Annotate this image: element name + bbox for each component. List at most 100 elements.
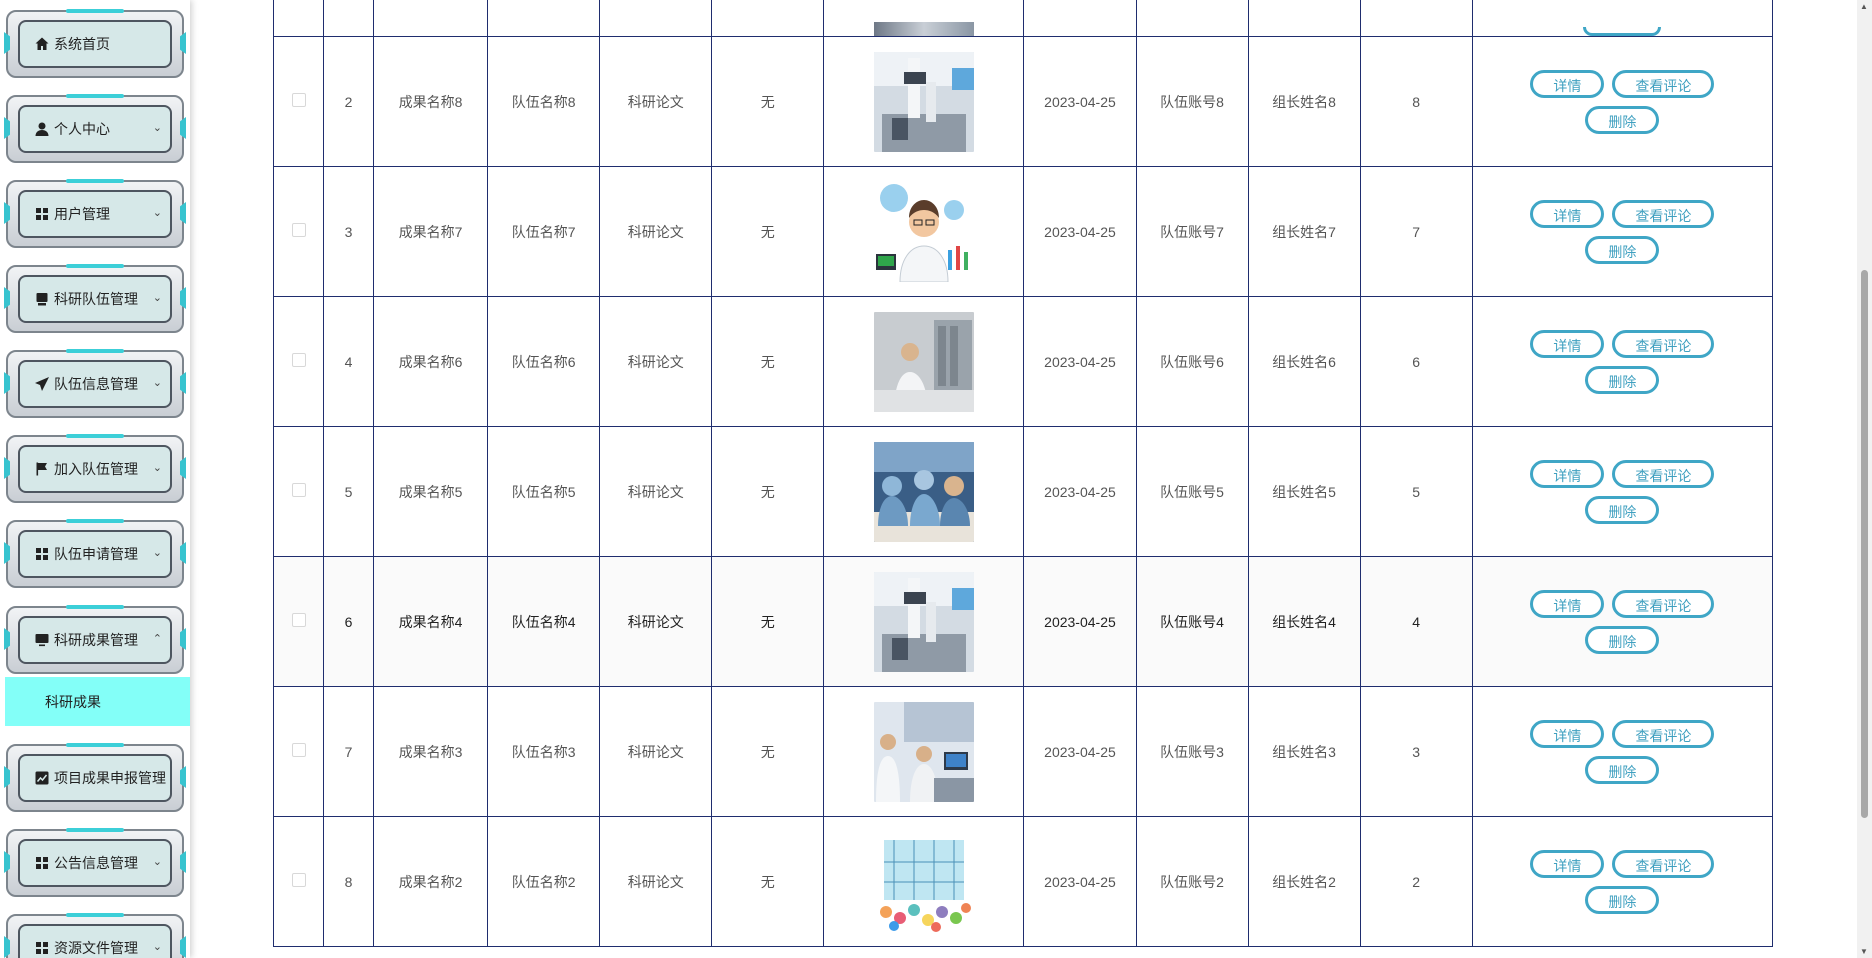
detail-button[interactable]: 详情 (1530, 589, 1605, 618)
menu-cap-left (4, 936, 10, 958)
cell-actions: 详情 查看评论 删除 (1471, 296, 1774, 427)
chevron-down-icon: ⌄ (152, 377, 162, 390)
chevron-down-icon: ⌄ (152, 547, 162, 560)
cell-count: 3 (1359, 686, 1473, 817)
scrollbar-thumb[interactable] (1861, 270, 1868, 818)
menu-item-resource-file-management[interactable]: 资源文件管理 ⌄ (4, 913, 186, 958)
cell-extra: 无 (711, 816, 825, 947)
sidebar: 系统首页 个人中心 ⌄ 用户管理 ⌄ 科研队伍管理 ⌄ (0, 0, 190, 958)
delete-button[interactable]: 删除 (1585, 885, 1660, 914)
row-checkbox[interactable] (291, 613, 306, 627)
view-comments-button[interactable]: 查看评论 (1612, 69, 1715, 98)
menu-cap-left (4, 851, 10, 873)
delete-button[interactable]: 删除 (1585, 235, 1660, 264)
detail-button[interactable]: 详情 (1530, 329, 1605, 358)
delete-button-partial[interactable] (1583, 27, 1662, 36)
menu-item-personal-center[interactable]: 个人中心 ⌄ (4, 94, 186, 163)
row-checkbox[interactable] (291, 223, 306, 237)
cell-actions: 详情 查看评论 删除 (1471, 36, 1774, 167)
view-comments-button[interactable]: 查看评论 (1612, 589, 1715, 618)
delete-button[interactable]: 删除 (1585, 105, 1660, 134)
scroll-up-arrow-icon[interactable]: ▲ (1860, 2, 1868, 11)
view-comments-button[interactable]: 查看评论 (1612, 329, 1715, 358)
delete-button[interactable]: 删除 (1585, 495, 1660, 524)
menu-item-join-team-management[interactable]: 加入队伍管理 ⌄ (4, 434, 186, 503)
view-comments-button[interactable]: 查看评论 (1612, 199, 1715, 228)
menu-item-research-team-management[interactable]: 科研队伍管理 ⌄ (4, 264, 186, 333)
menu-item-team-info-management[interactable]: 队伍信息管理 ⌄ (4, 349, 186, 418)
menu-cap-left (4, 372, 10, 394)
vertical-scrollbar[interactable]: ▲ ▼ (1857, 0, 1872, 958)
cell-result-name: 成果名称3 (373, 686, 489, 817)
view-comments-button[interactable]: 查看评论 (1612, 849, 1715, 878)
menu-item-announcement-management[interactable]: 公告信息管理 ⌄ (4, 828, 186, 897)
detail-button[interactable]: 详情 (1530, 849, 1605, 878)
menu-cap-left (4, 32, 10, 54)
cell-checkbox (272, 686, 325, 817)
grid-icon (36, 942, 48, 954)
cell-team-account: 队伍账号5 (1135, 426, 1249, 557)
menu-item-user-management[interactable]: 用户管理 ⌄ (4, 179, 186, 248)
row-checkbox[interactable] (291, 743, 306, 757)
menu-label: 科研成果管理 (54, 632, 138, 648)
cell-index: 6 (323, 556, 375, 687)
cell-team-account: 队伍账号6 (1135, 296, 1249, 427)
row-checkbox[interactable] (291, 93, 306, 107)
delete-button[interactable]: 删除 (1585, 755, 1660, 784)
cell-extra: 无 (711, 166, 825, 297)
menu-label: 加入队伍管理 (54, 461, 138, 477)
menu-cap-right (180, 936, 186, 958)
delete-button[interactable]: 删除 (1585, 625, 1660, 654)
view-comments-button[interactable]: 查看评论 (1612, 459, 1715, 488)
detail-button[interactable]: 详情 (1530, 69, 1605, 98)
menu-cap-left (4, 287, 10, 309)
detail-button[interactable]: 详情 (1530, 719, 1605, 748)
menu-cap-right (180, 766, 186, 788)
row-checkbox[interactable] (291, 353, 306, 367)
detail-button[interactable]: 详情 (1530, 199, 1605, 228)
menu-item-inner: 公告信息管理 ⌄ (18, 839, 172, 887)
cell-actions (1471, 0, 1774, 37)
chevron-down-icon: ⌄ (152, 292, 162, 305)
cell-index: 3 (323, 166, 375, 297)
table-row-highlighted: 6 成果名称4 队伍名称4 科研论文 无 2023-04-25 队伍账号4 组 (272, 556, 1774, 687)
cell-checkbox (272, 166, 325, 297)
cell-date: 2023-04-25 (1023, 816, 1137, 947)
menu-cap-right (180, 457, 186, 479)
view-comments-button[interactable]: 查看评论 (1612, 719, 1715, 748)
row-checkbox[interactable] (291, 483, 306, 497)
detail-button[interactable]: 详情 (1530, 459, 1605, 488)
menu-item-project-results-declaration[interactable]: 项目成果申报管理 (4, 743, 186, 812)
menu-item-inner: 加入队伍管理 ⌄ (18, 445, 172, 493)
menu-item-team-application-management[interactable]: 队伍申请管理 ⌄ (4, 519, 186, 588)
cell-checkbox (272, 36, 325, 167)
menu-label: 项目成果申报管理 (54, 770, 166, 786)
cell-result-name: 成果名称6 (373, 296, 489, 427)
menu-cap-left (4, 117, 10, 139)
menu-item-home[interactable]: 系统首页 (4, 9, 186, 78)
menu-label: 科研队伍管理 (54, 291, 138, 307)
table-row: 8 成果名称2 队伍名称2 科研论文 无 2023-04-25 队伍 (272, 816, 1774, 947)
row-checkbox[interactable] (291, 873, 306, 887)
menu-item-research-results-management[interactable]: 科研成果管理 ⌃ (4, 605, 186, 674)
menu-item-inner: 个人中心 ⌄ (18, 105, 172, 153)
cell (711, 0, 825, 37)
menu-item-inner: 用户管理 ⌄ (18, 190, 172, 238)
scroll-down-arrow-icon[interactable]: ▼ (1860, 947, 1868, 956)
cell-index: 5 (323, 426, 375, 557)
cell-date: 2023-04-25 (1023, 296, 1137, 427)
menu-label: 公告信息管理 (54, 855, 138, 871)
cell-image (823, 166, 1025, 297)
submenu-item-research-results[interactable]: 科研成果 (5, 677, 190, 726)
thumbnail-image-partial (873, 22, 974, 36)
cell-team-account: 队伍账号2 (1135, 816, 1249, 947)
menu-cap-left (4, 766, 10, 788)
menu-label: 队伍信息管理 (54, 376, 138, 392)
menu-cap-left (4, 628, 10, 650)
cell (373, 0, 489, 37)
cell (599, 0, 713, 37)
cell-result-name: 成果名称4 (373, 556, 489, 687)
cell (1247, 0, 1361, 37)
delete-button[interactable]: 删除 (1585, 365, 1660, 394)
cell-extra: 无 (711, 426, 825, 557)
